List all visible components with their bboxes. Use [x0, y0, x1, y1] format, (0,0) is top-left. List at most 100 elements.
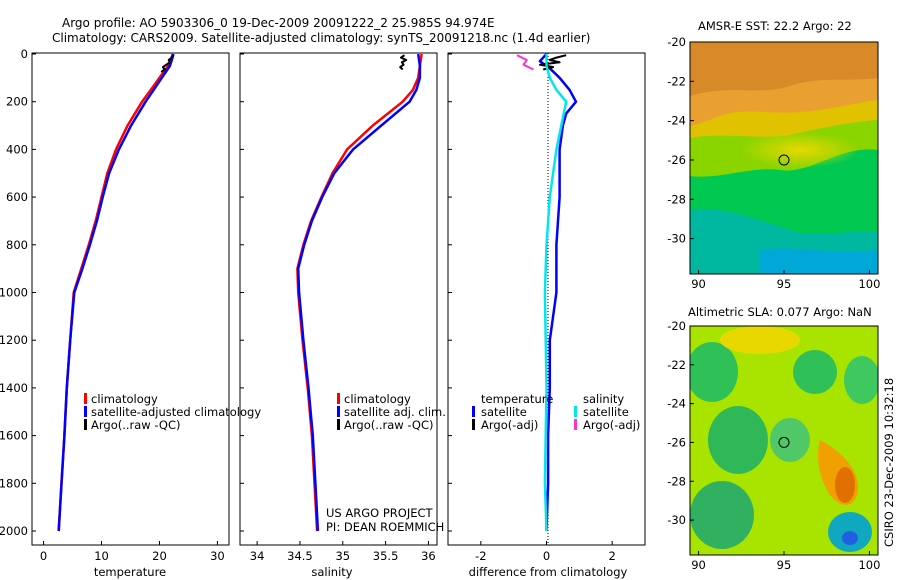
legend-label: satellite-adjusted climatology	[91, 405, 261, 419]
sst-field-blue	[760, 248, 878, 274]
salinity-x-axis: 34 34.5 35 35.5 36	[250, 541, 436, 563]
depth-tick-label: 1400	[0, 381, 28, 395]
sla-eddy	[844, 356, 878, 404]
sla-eddy	[793, 350, 837, 394]
depth-axis: 0 200 400 600 800 1000 1200 1400 1600 1800 2000	[0, 47, 452, 538]
map-y-tick-label: -26	[667, 153, 686, 167]
difference-plot-frame	[447, 52, 646, 546]
map-y-tick-label: -30	[667, 513, 686, 527]
series-line-temperature-argo-adj-	[538, 54, 567, 71]
legend-swatch-climatology	[337, 393, 340, 404]
figure-title-line2: Climatology: CARS2009. Satellite-adjuste…	[52, 31, 590, 45]
credit-label: CSIRO 23-Dec-2009 10:32:18	[882, 378, 896, 547]
map-x-tick-label: 100	[858, 277, 880, 291]
x-tick-label: 35.5	[373, 549, 399, 563]
map-y-tick-label: -24	[667, 397, 686, 411]
x-tick-label: 30	[210, 549, 225, 563]
map-y-tick-label: -26	[667, 435, 686, 449]
depth-tick-label: 200	[6, 95, 28, 109]
pi-label: PI: DEAN ROEMMICH	[326, 520, 444, 534]
series-line-salinity-satellite	[543, 54, 568, 532]
depth-tick-label: 1800	[0, 476, 28, 490]
x-tick-label: 35	[335, 549, 350, 563]
map-x-tick-label: 95	[777, 558, 792, 572]
legend-swatch-climatology	[84, 393, 87, 404]
difference-x-axis: -2 0 2	[475, 541, 616, 563]
legend-swatch-satellite	[337, 406, 340, 417]
temperature-legend: climatology satellite-adjusted climatolo…	[84, 392, 261, 432]
legend-title-salinity: salinity	[583, 392, 624, 406]
sla-eddy	[690, 481, 754, 549]
temperature-series	[57, 53, 175, 532]
x-tick-label: 34.5	[287, 549, 313, 563]
temperature-axis-label: temperature	[94, 565, 166, 579]
map-y-tick-label: -22	[667, 358, 686, 372]
project-label: US ARGO PROJECT	[326, 506, 434, 520]
series-line-salinity-argo-adj-	[516, 54, 534, 71]
legend-title-temperature: temperature	[481, 392, 553, 406]
legend-label: satellite adj. clim.	[344, 405, 446, 419]
legend-swatch-temp-argo	[472, 419, 475, 430]
depth-tick-label: 400	[6, 142, 28, 156]
x-tick-label: 34	[250, 549, 265, 563]
depth-tick-label: 2000	[0, 524, 28, 538]
figure-title-line1: Argo profile: AO 5903306_0 19-Dec-2009 2…	[62, 16, 495, 30]
x-tick-label: 10	[94, 549, 109, 563]
depth-tick-label: 600	[6, 190, 28, 204]
difference-legend: temperature satellite Argo(-adj) salinit…	[472, 392, 640, 432]
legend-swatch-argo	[84, 419, 87, 430]
sla-eddy	[708, 406, 768, 474]
sla-cold-core	[842, 531, 858, 545]
sla-yellow-patch	[720, 326, 800, 354]
salinity-axis-label: salinity	[311, 565, 352, 579]
depth-tick-label: 800	[6, 238, 28, 252]
x-tick-label: 2	[609, 549, 616, 563]
legend-label: climatology	[344, 392, 411, 406]
legend-label: satellite	[481, 405, 527, 419]
legend-label: Argo(-adj)	[481, 418, 538, 432]
salinity-plot-frame	[239, 52, 438, 546]
x-tick-label: 0	[543, 549, 550, 563]
sst-warm-patch	[740, 132, 860, 168]
x-tick-label: 36	[421, 549, 436, 563]
map-x-tick-label: 90	[691, 277, 706, 291]
difference-series	[516, 53, 578, 532]
sst-heatmap	[690, 42, 878, 274]
series-line-satellite-adj-clim-	[296, 53, 422, 532]
depth-tick-label: 1000	[0, 286, 28, 300]
series-line-temperature-satellite	[538, 53, 578, 532]
sst-map-axes: 90 95 100 -20 -22 -24 -26 -28 -30	[667, 35, 880, 291]
temperature-plot-frame	[31, 52, 230, 546]
map-y-tick-label: -20	[667, 319, 686, 333]
map-y-tick-label: -30	[667, 232, 686, 246]
map-x-tick-label: 95	[777, 277, 792, 291]
sla-warm-core	[835, 467, 855, 503]
argo-location-marker	[778, 154, 790, 166]
legend-label: satellite	[583, 405, 629, 419]
map-y-tick-label: -24	[667, 114, 686, 128]
sst-field-darkorange	[690, 42, 878, 96]
salinity-series	[296, 53, 423, 532]
x-tick-label: 20	[152, 549, 167, 563]
series-line-argo-raw-qc-	[399, 54, 408, 71]
temperature-x-axis: 0 10 20 30	[40, 541, 225, 563]
sla-map-axes: 90 95 100 -20 -22 -24 -26 -28 -30	[667, 319, 880, 572]
depth-tick-label: 1200	[0, 333, 28, 347]
legend-label: Argo(..raw -QC)	[91, 418, 181, 432]
depth-tick-label: 0	[21, 47, 28, 61]
map-y-tick-label: -28	[667, 192, 686, 206]
sla-map-title: Altimetric SLA: 0.077 Argo: NaN	[688, 305, 872, 319]
sla-eddy	[690, 342, 738, 402]
sla-eddy	[770, 418, 810, 462]
sst-map-title: AMSR-E SST: 22.2 Argo: 22	[698, 19, 852, 33]
argo-location-marker	[778, 436, 790, 448]
legend-swatch-sal-satellite	[574, 406, 577, 417]
map-x-tick-label: 90	[691, 558, 706, 572]
series-line-satellite-adjusted-climatology	[57, 53, 175, 532]
map-y-tick-label: -20	[667, 35, 686, 49]
sla-heatmap	[690, 326, 878, 555]
x-tick-label: 0	[40, 549, 47, 563]
series-line-argo-raw-qc-	[160, 54, 175, 73]
map-y-tick-label: -28	[667, 474, 686, 488]
